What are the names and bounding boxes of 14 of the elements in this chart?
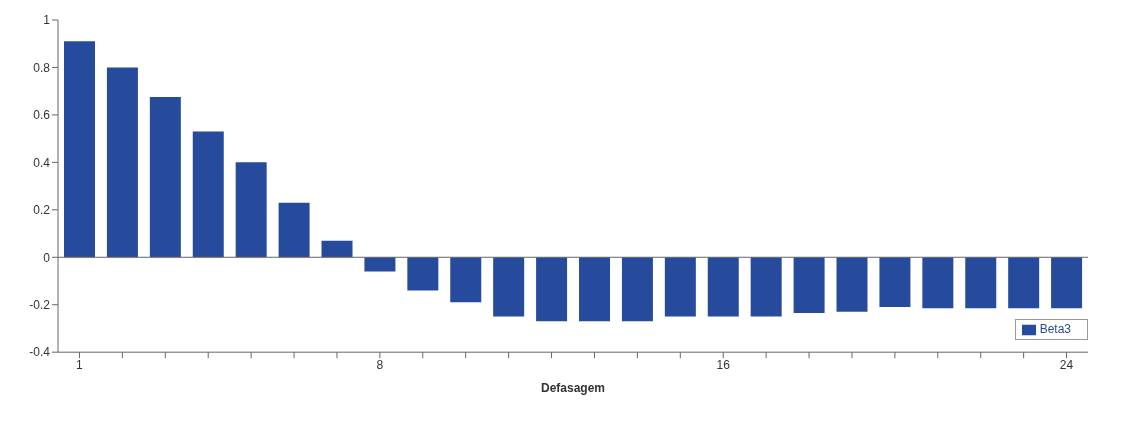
x-tick-label: 8 [376, 357, 384, 372]
y-tick-label: 0 [43, 250, 51, 265]
y-tick-label: -0.4 [29, 345, 51, 360]
y-tick-label: 0.2 [33, 203, 51, 218]
y-tick-label: 0.8 [33, 60, 51, 75]
x-axis-title: Defasagem [540, 381, 606, 396]
x-tick-label: 1 [76, 357, 84, 372]
y-tick-label: 1 [43, 13, 51, 28]
y-tick-label: -0.2 [29, 297, 51, 312]
x-tick-label: 24 [1059, 357, 1074, 372]
x-tick-label: 16 [716, 357, 731, 372]
legend-label: Beta3 [1039, 322, 1071, 337]
y-tick-label: 0.6 [33, 108, 51, 123]
y-tick-label: 0.4 [33, 155, 51, 170]
